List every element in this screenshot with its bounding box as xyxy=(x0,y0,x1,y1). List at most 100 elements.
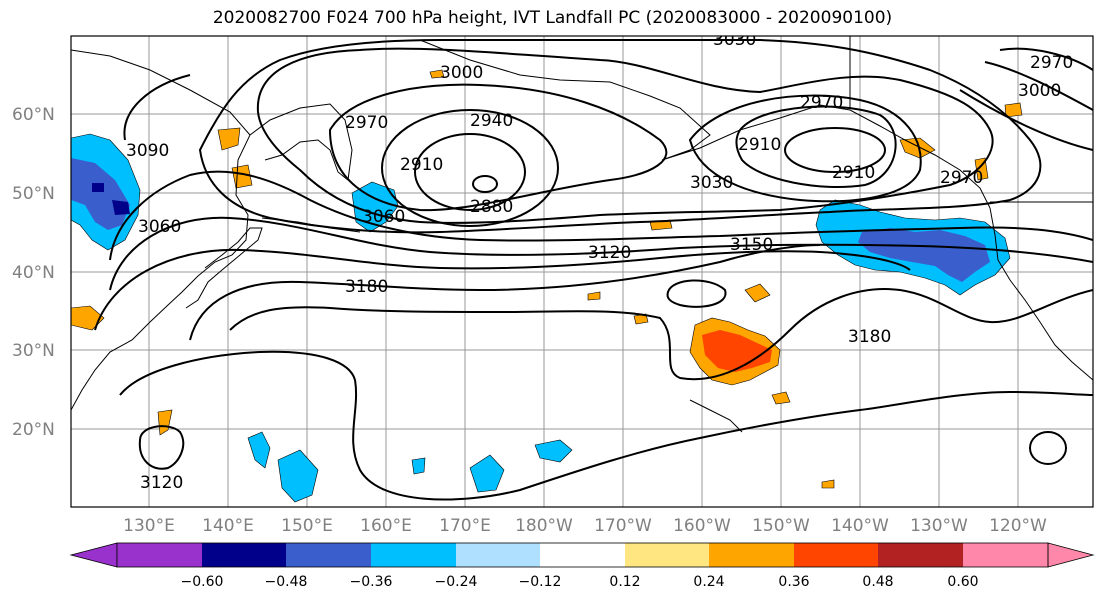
lat-label: 40°N xyxy=(12,263,55,283)
shade-positive-10 xyxy=(429,69,445,79)
lon-label: 170°E xyxy=(439,516,491,536)
contour-label: 3060 xyxy=(362,207,405,227)
contour-3180 xyxy=(229,288,1093,381)
colorbar: −0.60 −0.48 −0.36 −0.24 −0.12 0.12 0.24 … xyxy=(69,542,1095,590)
colorbar-tick: −0.48 xyxy=(265,574,308,590)
height-contours xyxy=(94,39,1093,501)
contour-2970-east xyxy=(688,94,922,203)
grid-lines xyxy=(71,36,1093,507)
lon-label: 130°E xyxy=(123,516,175,536)
contour-label: 3060 xyxy=(138,217,181,237)
colorbar-tick: 0.60 xyxy=(947,574,978,590)
contour-label: 2970 xyxy=(1030,53,1073,73)
colorbar-bin xyxy=(540,543,625,567)
contour-label: 3000 xyxy=(440,63,483,83)
contour-label: 3180 xyxy=(345,277,388,297)
contour-label: 3180 xyxy=(848,327,891,347)
contour-label: 2970 xyxy=(345,113,388,133)
lon-label: 160°W xyxy=(673,516,731,536)
contour-label: 3030 xyxy=(713,30,756,50)
coast-alaska xyxy=(419,39,991,209)
lon-label: 120°W xyxy=(989,516,1047,536)
coast-north-america xyxy=(989,207,1093,381)
contour-2940-east xyxy=(735,105,897,188)
contour-label: 3150 xyxy=(730,235,773,255)
colorbar-bin xyxy=(456,543,540,567)
contour-3030 xyxy=(198,39,1042,234)
map-frame xyxy=(70,35,1094,508)
colorbar-tick: 0.36 xyxy=(778,574,809,590)
colorbar-bin xyxy=(286,543,371,567)
lat-label: 20°N xyxy=(12,420,55,440)
contour-2880 xyxy=(472,175,498,193)
shade-negative-kamchatka xyxy=(351,181,399,233)
lat-label: 30°N xyxy=(12,341,55,361)
contour-labels: 3030 3000 2970 2940 2910 2880 3090 3060 … xyxy=(126,30,1073,493)
lat-label: 50°N xyxy=(12,184,55,204)
colorbar-bin xyxy=(963,543,1048,567)
shade-positive-1 xyxy=(744,283,771,303)
shade-positive-9 xyxy=(974,157,989,181)
lon-label: 140°E xyxy=(202,516,254,536)
contour-3120-sw xyxy=(138,425,185,470)
contour-label: 2910 xyxy=(400,155,443,175)
contour-2910-east xyxy=(784,127,886,173)
contour-3060 xyxy=(109,170,1093,261)
lon-label: 150°W xyxy=(752,516,810,536)
colorbar-bin xyxy=(117,543,202,567)
lon-label: 140°W xyxy=(831,516,889,536)
contour-3000 xyxy=(256,47,994,224)
shade-strong-negative-japan xyxy=(92,183,130,215)
colorbar-tick-labels: −0.60 −0.48 −0.36 −0.24 −0.12 0.12 0.24 … xyxy=(181,574,979,590)
shade-positive-2 xyxy=(771,391,791,405)
ivt-shading xyxy=(71,69,1023,503)
contour-label: 2880 xyxy=(470,197,513,217)
colorbar-bin xyxy=(878,543,963,567)
lon-label: 180°W xyxy=(515,516,573,536)
shade-negative-tropical-1 xyxy=(247,431,271,469)
shade-positive-5 xyxy=(157,409,173,436)
contour-2910-low xyxy=(414,133,526,211)
contour-ne-3000 xyxy=(984,61,1093,111)
contour-label: 2910 xyxy=(832,163,875,183)
shade-positive-14 xyxy=(217,127,241,151)
colorbar-bin xyxy=(202,543,286,567)
contour-2940 xyxy=(381,109,559,227)
lon-label: 150°E xyxy=(281,516,333,536)
shade-positive-8 xyxy=(1004,102,1023,118)
colorbar-bin xyxy=(794,543,878,567)
lon-label: 170°W xyxy=(594,516,652,536)
colorbar-tick: −0.60 xyxy=(181,574,224,590)
contour-label: 3030 xyxy=(690,173,733,193)
colorbar-tick: 0.12 xyxy=(609,574,640,590)
contour-label: 3120 xyxy=(588,243,631,263)
colorbar-tick: 0.24 xyxy=(693,574,724,590)
contour-ne-3030 xyxy=(959,89,1093,151)
latitude-labels: 60°N 50°N 40°N 30°N 20°N xyxy=(12,105,55,440)
longitude-labels: 130°E 140°E 150°E 160°E 170°E 180°W 170°… xyxy=(123,516,1047,536)
shade-negative-tropical-2 xyxy=(277,449,319,503)
contour-ne-2970 xyxy=(999,47,1093,71)
shade-negative-tropical-4 xyxy=(534,439,573,463)
contour-label: 2940 xyxy=(470,111,513,131)
lon-label: 130°W xyxy=(910,516,968,536)
contour-label: 3120 xyxy=(140,473,183,493)
contour-east-small xyxy=(1029,431,1067,465)
coast-japan xyxy=(185,227,263,309)
coast-asia xyxy=(71,49,251,411)
colorbar-tick: −0.12 xyxy=(519,574,562,590)
colorbar-bin xyxy=(709,543,794,567)
shade-negative-tropical-5 xyxy=(411,457,426,475)
colorbar-tick: −0.36 xyxy=(350,574,393,590)
colorbar-tick: −0.24 xyxy=(435,574,478,590)
shade-negative-tropical-3 xyxy=(469,454,505,493)
shade-positive-subtropical-inner xyxy=(702,330,772,372)
contour-label: 2970 xyxy=(940,168,983,188)
contour-label: 3000 xyxy=(1018,81,1061,101)
contour-label: 2970 xyxy=(800,93,843,113)
lat-label: 60°N xyxy=(12,105,55,125)
contour-3090 xyxy=(109,74,1093,291)
contour-2970 xyxy=(328,83,668,212)
contour-3180-south xyxy=(119,350,1093,501)
